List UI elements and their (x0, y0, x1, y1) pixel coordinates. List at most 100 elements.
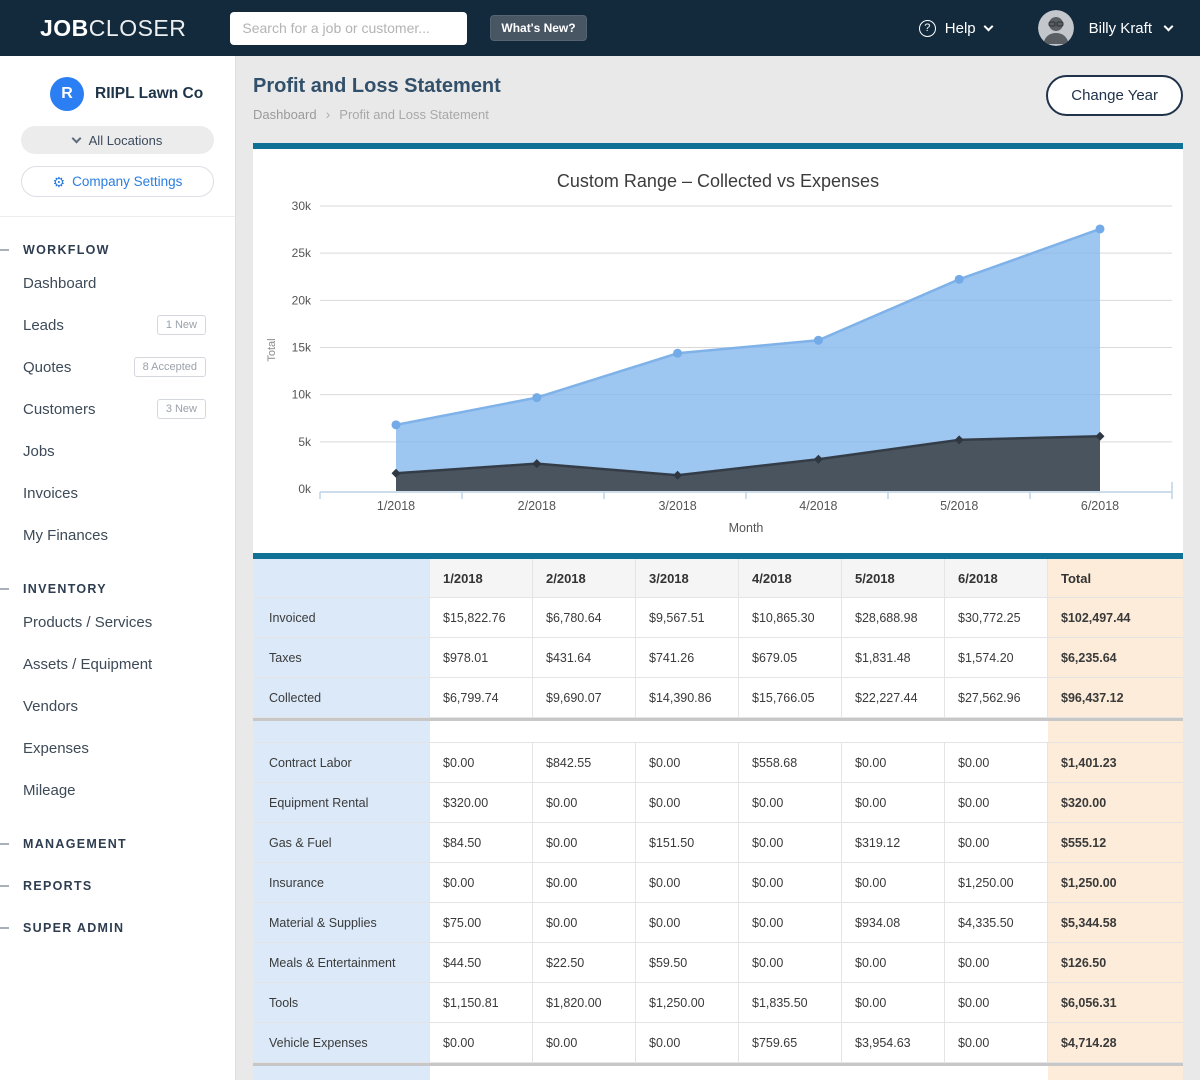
main-content: Profit and Loss Statement Dashboard › Pr… (237, 56, 1200, 1080)
sidebar-item-dashboard[interactable]: Dashboard (0, 262, 235, 304)
chart-text: 30k (292, 199, 312, 213)
sidebar-item-invoices[interactable]: Invoices (0, 472, 235, 514)
sidebar-item-my-finances[interactable]: My Finances (0, 514, 235, 556)
gear-icon: ⚙ (52, 173, 66, 190)
user-avatar[interactable] (1037, 10, 1074, 46)
table-cell: $759.65 (739, 1023, 842, 1063)
chart-point-collected[interactable] (391, 420, 401, 430)
change-year-button[interactable]: Change Year (1046, 75, 1183, 116)
sidebar-item-quotes[interactable]: Quotes 8 Accepted (0, 346, 235, 388)
table-total-cell: $5,344.58 (1048, 903, 1183, 943)
table-cell: $9,567.51 (636, 598, 739, 638)
company-settings-button[interactable]: ⚙ Company Settings (21, 166, 214, 197)
chart-point-collected[interactable] (954, 274, 964, 284)
search-input[interactable] (230, 11, 468, 45)
chart-point-expenses[interactable] (1095, 431, 1105, 441)
sidebar-item-leads[interactable]: Leads 1 New (0, 304, 235, 346)
table-cell: $1,820.00 (533, 983, 636, 1023)
help-menu[interactable]: ? Help (918, 19, 994, 37)
row-label: Taxes (253, 638, 430, 678)
page-title: Profit and Loss Statement (253, 75, 501, 97)
table-cell: $319.12 (842, 823, 945, 863)
table-cell: $0.00 (842, 743, 945, 783)
table-cell: $44.50 (430, 943, 533, 983)
company-settings-label: Company Settings (72, 174, 183, 189)
section-tick-icon (0, 927, 9, 929)
sidebar: R RIIPL Lawn Co All Locations ⚙ Company … (0, 56, 236, 1080)
chart-text: 1/2018 (377, 499, 415, 513)
table-cell: $1,250.00 (636, 983, 739, 1023)
table-cell: $320.00 (430, 783, 533, 823)
table-cell: $9,690.07 (533, 678, 636, 718)
table-cell: $75.00 (430, 903, 533, 943)
table-cell: $0.00 (636, 1023, 739, 1063)
top-navbar: JOBCLOSER What's New? ? Help Billy Kraft (0, 0, 1200, 56)
table-cell: $0.00 (636, 783, 739, 823)
section-header-super-admin: SUPER ADMIN (0, 919, 235, 937)
table-row-tools: Tools $1,150.81 $1,820.00 $1,250.00 $1,835.5… (253, 983, 1183, 1023)
chart-point-collected[interactable] (532, 393, 542, 403)
help-icon: ? (918, 19, 936, 37)
table-cell: $0.00 (842, 943, 945, 983)
all-locations-dropdown[interactable]: All Locations (21, 126, 214, 154)
chart-point-expenses[interactable] (813, 454, 823, 464)
chart-text: 25k (292, 246, 312, 260)
section-tick-icon (0, 249, 9, 251)
table-cell: $0.00 (945, 943, 1048, 983)
table-cell: $30,772.25 (945, 598, 1048, 638)
chart-title: Custom Range – Collected vs Expenses (556, 171, 880, 191)
sidebar-item-assets-equipment[interactable]: Assets / Equipment (0, 643, 235, 685)
table-cell: $0.00 (430, 1023, 533, 1063)
sidebar-item-mileage[interactable]: Mileage (0, 769, 235, 811)
breadcrumb-dashboard[interactable]: Dashboard (253, 106, 317, 122)
sidebar-item-products-services[interactable]: Products / Services (0, 601, 235, 643)
chart-text: Total (266, 338, 278, 361)
sidebar-item-label: Dashboard (23, 274, 97, 292)
sidebar-item-label: Quotes (23, 358, 72, 376)
breadcrumb: Dashboard › Profit and Loss Statement (253, 106, 1183, 122)
section-header-workflow: WORKFLOW (0, 241, 235, 259)
series-area-collected (396, 228, 1100, 491)
separator-cell (430, 718, 1048, 743)
table-cell: $3,954.63 (842, 1023, 945, 1063)
table-row-equipment-rental: Equipment Rental $320.00 $0.00 $0.00 $0.00 $0… (253, 783, 1183, 823)
table-cell: $15,766.05 (739, 678, 842, 718)
user-menu[interactable]: Billy Kraft (1089, 20, 1174, 37)
table-cell: $0.00 (945, 1023, 1048, 1063)
table-cell: $4,335.50 (945, 903, 1048, 943)
table-header-cell: 5/2018 (842, 559, 945, 598)
sidebar-item-expenses[interactable]: Expenses (0, 727, 235, 769)
user-avatar-image (1037, 10, 1074, 46)
table-row-gas-fuel: Gas & Fuel $84.50 $0.00 $151.50 $0.00 $319.12… (253, 823, 1183, 863)
sidebar-divider (0, 216, 235, 217)
sidebar-item-customers[interactable]: Customers 3 New (0, 388, 235, 430)
row-label: Collected (253, 678, 430, 718)
table-cell: $0.00 (945, 983, 1048, 1023)
sidebar-item-jobs[interactable]: Jobs (0, 430, 235, 472)
chart-point-collected[interactable] (813, 335, 823, 345)
table-total-cell: $126.50 (1048, 943, 1183, 983)
table-cell: $15,822.76 (430, 598, 533, 638)
sidebar-item-vendors[interactable]: Vendors (0, 685, 235, 727)
table-header-cell: 1/2018 (430, 559, 533, 598)
whats-new-button[interactable]: What's New? (490, 15, 587, 41)
sidebar-item-label: Vendors (23, 697, 79, 715)
company-initial: R (61, 85, 73, 102)
logo-light: CLOSER (88, 14, 187, 41)
chart-point-expenses[interactable] (532, 459, 542, 469)
table-cell: $0.00 (533, 903, 636, 943)
chart-point-collected[interactable] (1095, 224, 1105, 234)
table-cell: $0.00 (533, 783, 636, 823)
app-logo[interactable]: JOBCLOSER (40, 15, 186, 42)
chart-text: 6/2018 (1081, 499, 1119, 513)
section-label: REPORTS (23, 879, 93, 893)
sidebar-item-label: Customers (23, 400, 96, 418)
table-cell: $978.01 (430, 638, 533, 678)
table-cell: $0.00 (739, 783, 842, 823)
table-total-cell: $1,401.23 (1048, 743, 1183, 783)
chart-point-expenses[interactable] (954, 435, 964, 445)
chart-point-collected[interactable] (673, 348, 683, 358)
section-label: SUPER ADMIN (23, 921, 125, 935)
chart-point-expenses[interactable] (391, 468, 401, 478)
chart-point-expenses[interactable] (673, 470, 683, 480)
